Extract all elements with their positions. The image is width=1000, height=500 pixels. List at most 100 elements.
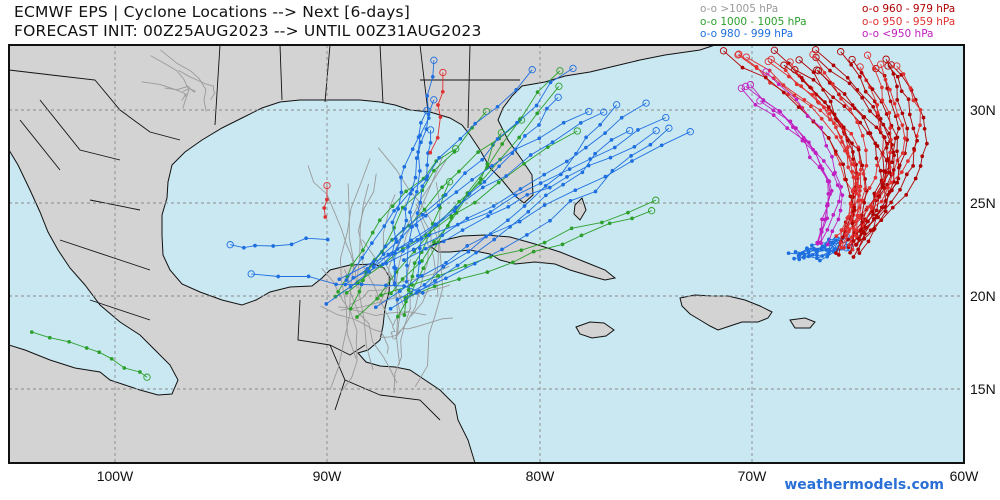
track-point	[424, 127, 429, 131]
track-point	[417, 246, 422, 251]
track-point	[904, 193, 909, 197]
track-point	[379, 293, 383, 297]
track-point	[872, 227, 877, 231]
track-point	[842, 92, 847, 96]
track-point	[537, 123, 541, 127]
track-point	[247, 270, 255, 278]
track-point	[837, 48, 845, 56]
track-point	[895, 98, 900, 102]
track-point	[865, 205, 870, 210]
track-point	[445, 178, 454, 186]
track-point	[841, 235, 845, 240]
track-point	[771, 113, 776, 117]
track-point	[404, 189, 408, 194]
track-point	[421, 266, 426, 271]
track-point	[410, 224, 415, 229]
track-point	[444, 260, 448, 265]
track-point	[830, 229, 835, 234]
us-state-lines	[214, 44, 520, 129]
track-point	[907, 112, 912, 117]
track-point	[226, 241, 234, 249]
track-point	[409, 238, 414, 243]
track-point	[652, 196, 660, 204]
track-point	[384, 261, 389, 266]
track-point	[619, 115, 624, 120]
map-title-line1: ECMWF EPS | Cyclone Locations --> Next […	[14, 3, 411, 21]
track-point	[906, 97, 911, 102]
track-point	[435, 135, 440, 140]
track-point	[506, 204, 511, 209]
track-point	[440, 185, 444, 190]
track-point	[578, 121, 583, 125]
track-point	[855, 88, 860, 92]
track-point	[565, 175, 569, 179]
track-point	[396, 207, 401, 211]
track-point	[746, 80, 755, 89]
track-point	[432, 240, 436, 244]
track-point	[864, 163, 869, 168]
track-point	[794, 97, 799, 102]
track-point	[408, 210, 412, 215]
track-point	[906, 159, 910, 163]
track-point	[809, 104, 813, 109]
track-point	[781, 83, 786, 87]
track-point	[593, 151, 597, 156]
track-point	[612, 101, 621, 109]
track-point	[383, 244, 388, 249]
track-point	[866, 131, 870, 135]
track-point	[815, 249, 819, 254]
track-point	[888, 87, 892, 92]
track-point	[567, 167, 572, 171]
track-point	[609, 138, 614, 142]
track-point	[842, 104, 847, 108]
track-point	[518, 187, 523, 191]
track-point	[854, 191, 858, 196]
track-point	[420, 212, 425, 217]
track-point	[337, 277, 342, 282]
track-point	[831, 241, 840, 249]
track-point	[831, 63, 836, 68]
track-point	[351, 275, 356, 280]
track-point	[925, 141, 929, 146]
track-point	[740, 65, 745, 70]
track-point	[636, 128, 640, 132]
track-point	[794, 82, 799, 87]
track-point	[742, 53, 750, 61]
track-point	[452, 209, 457, 213]
track-point	[500, 247, 504, 252]
track-point	[420, 291, 425, 295]
track-point	[414, 223, 419, 228]
track-point	[414, 189, 419, 194]
track-point	[887, 61, 895, 69]
track-point	[410, 187, 415, 192]
track-point	[890, 205, 895, 210]
legend-item-950-959: o-o 950 - 959 hPa	[862, 15, 956, 28]
track-point	[395, 314, 400, 319]
gray-track	[390, 307, 412, 340]
track-point	[425, 94, 430, 98]
track-point	[912, 147, 916, 151]
track-point	[466, 249, 471, 254]
track-point	[457, 169, 461, 174]
track-point	[350, 263, 354, 267]
track-point	[862, 200, 867, 205]
track-point	[143, 373, 151, 381]
track-point	[895, 74, 900, 79]
track-point	[863, 51, 872, 59]
track-point	[823, 100, 827, 104]
track-point	[457, 277, 461, 281]
track-point	[719, 47, 728, 55]
track-point	[419, 236, 424, 241]
track-point	[847, 243, 851, 248]
track-point	[425, 174, 430, 179]
track-point	[881, 122, 886, 127]
track-point	[138, 370, 142, 374]
legend-item-gt1005: o-o >1005 hPa	[700, 3, 779, 15]
track-point	[845, 148, 849, 153]
track-point	[545, 106, 549, 111]
track-point	[47, 335, 52, 340]
track-point	[612, 145, 617, 150]
track-point	[899, 89, 904, 94]
track-point	[848, 201, 853, 206]
track-point	[325, 237, 330, 242]
